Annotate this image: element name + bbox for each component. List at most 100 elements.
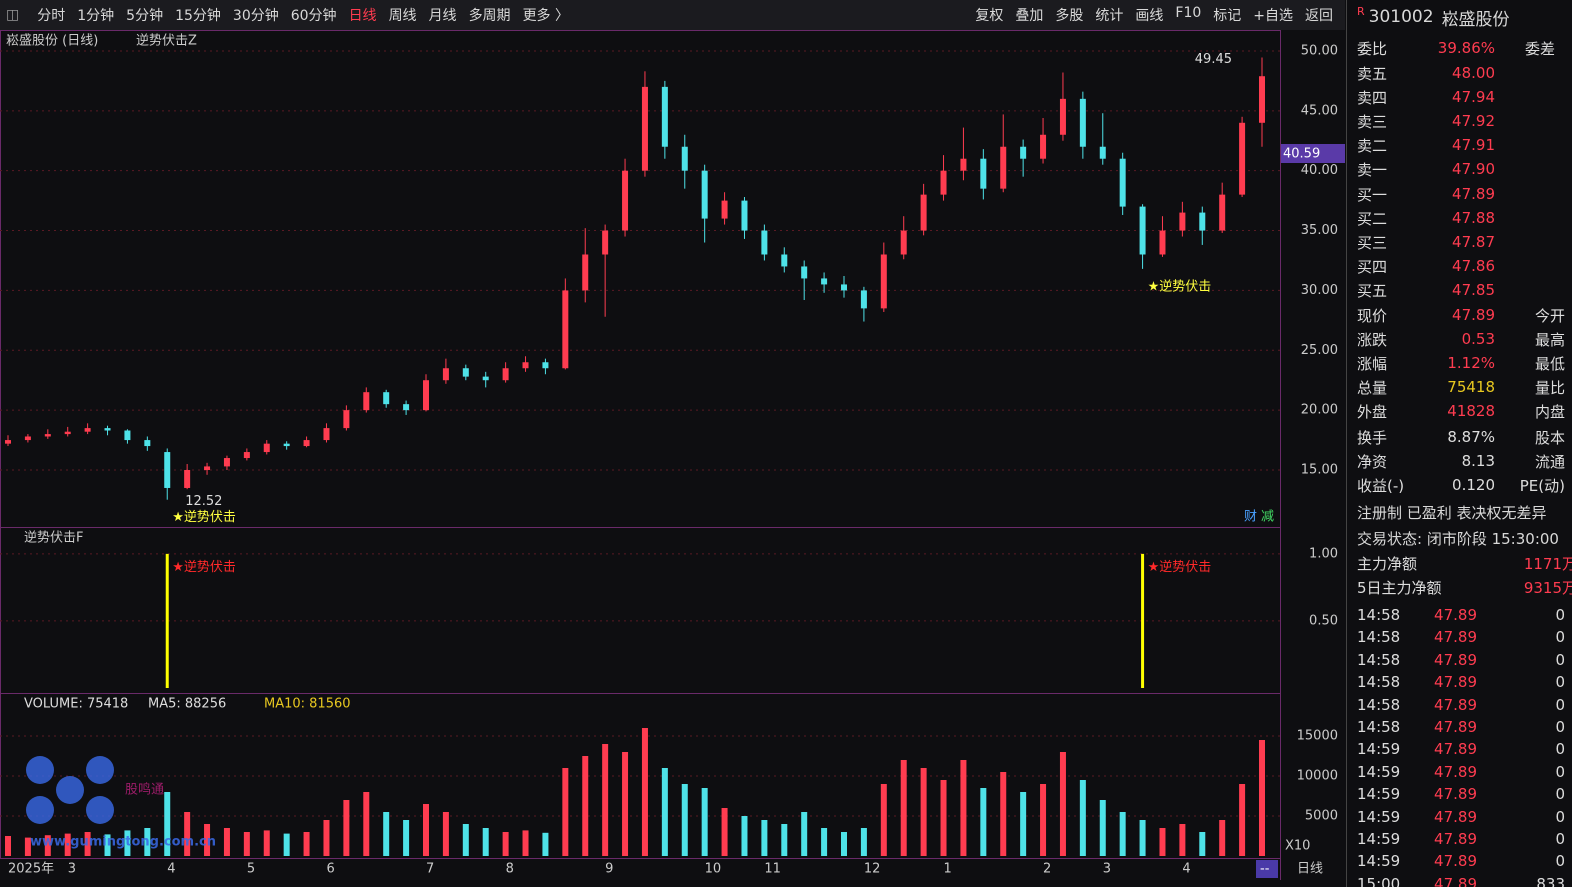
candle-body bbox=[243, 452, 250, 459]
volume-bar bbox=[144, 828, 151, 856]
volume-bar bbox=[5, 836, 11, 856]
toolbar-item[interactable]: 统计 bbox=[1095, 8, 1124, 24]
indicator-name: 逆势伏击F bbox=[24, 530, 83, 546]
bid-row: 买三 47.87 bbox=[1357, 230, 1495, 254]
toolbar-item[interactable]: 1分钟 bbox=[77, 8, 115, 24]
x-tick-label: 4 bbox=[167, 862, 175, 877]
toolbar-item[interactable]: 周线 bbox=[388, 8, 417, 24]
ask-row: 卖五 48.00 bbox=[1357, 61, 1495, 85]
volume-bar bbox=[920, 768, 927, 856]
x-tick-label: 2 bbox=[1043, 862, 1051, 877]
cell: PE(动) bbox=[1519, 476, 1565, 495]
candle-body bbox=[1259, 76, 1265, 123]
cell: 涨幅 bbox=[1357, 354, 1388, 373]
volume-bar bbox=[283, 833, 290, 856]
bid-row: 买五 47.85 bbox=[1357, 278, 1495, 302]
toolbar-item[interactable]: 更多 〉 bbox=[522, 8, 570, 24]
y-tick-label: 5000 bbox=[1305, 809, 1338, 824]
volume-bar bbox=[582, 756, 589, 856]
cell: 47.89 bbox=[1434, 606, 1477, 624]
toolbar-item[interactable]: 画线 bbox=[1135, 8, 1164, 24]
toolbar-item[interactable]: F10 bbox=[1175, 5, 1202, 21]
cursor-price: 40.59 bbox=[1283, 147, 1320, 162]
cell: 47.89 bbox=[1434, 628, 1477, 647]
candle-body bbox=[542, 362, 549, 369]
cell: 最低 bbox=[1534, 354, 1565, 373]
candle-body bbox=[383, 392, 390, 405]
stat-row: 净资 8.13 流通 bbox=[1357, 449, 1565, 473]
menu-icon[interactable]: ◫ bbox=[6, 7, 20, 23]
candle-body bbox=[781, 254, 788, 267]
toolbar-item[interactable]: 30分钟 bbox=[232, 8, 279, 24]
toolbar-item[interactable]: 返回 bbox=[1305, 8, 1333, 24]
volume-bar bbox=[1020, 792, 1027, 856]
stat-row: 涨跌 0.53 最高 bbox=[1357, 327, 1565, 351]
volume-bar bbox=[1159, 828, 1166, 856]
cell: 47.85 bbox=[1452, 281, 1495, 299]
toolbar-item[interactable]: 多周期 bbox=[468, 8, 511, 24]
max-label: 49.45 bbox=[1195, 52, 1232, 67]
badge: 减 bbox=[1261, 510, 1274, 525]
cell: 买三 bbox=[1357, 233, 1388, 252]
volume-bar bbox=[562, 768, 569, 856]
toolbar-item[interactable]: 多股 bbox=[1055, 8, 1084, 24]
cell: 0.120 bbox=[1452, 476, 1495, 494]
y-tick-label: 25.00 bbox=[1301, 343, 1338, 358]
toolbar-item[interactable]: +自选 bbox=[1253, 8, 1293, 24]
trade-row: 15:00 47.89 833 bbox=[1357, 872, 1565, 887]
volume-bar bbox=[1099, 800, 1106, 856]
toolbar-item[interactable]: 15分钟 bbox=[175, 8, 221, 24]
x-tick-label: 3 bbox=[68, 862, 76, 877]
toolbar-item[interactable]: 标记 bbox=[1213, 8, 1242, 24]
candle-body bbox=[5, 440, 11, 444]
chart: 15.00 20.00 25.00 30.00 35.00 40.00 45.00 50.00… bbox=[0, 30, 1345, 880]
cell: 14:59 bbox=[1357, 807, 1401, 826]
candle-body bbox=[184, 470, 191, 488]
watermark-logo bbox=[56, 776, 84, 804]
cell: 0.53 bbox=[1461, 330, 1495, 348]
trade-row: 14:59 47.89 0 bbox=[1357, 805, 1565, 829]
volume-bar bbox=[243, 832, 250, 856]
volume-bar bbox=[64, 833, 71, 856]
candle-body bbox=[1119, 158, 1126, 207]
toolbar-item[interactable]: 分时 bbox=[37, 8, 66, 24]
volume-bar bbox=[223, 828, 230, 856]
toolbar-item[interactable]: 60分钟 bbox=[290, 8, 337, 24]
cell: 卖四 bbox=[1357, 88, 1388, 107]
candle-body bbox=[761, 230, 768, 255]
watermark-logo bbox=[26, 796, 54, 824]
volume-bar bbox=[1199, 832, 1206, 856]
cell: 14:59 bbox=[1357, 830, 1401, 848]
volume-bar bbox=[84, 832, 91, 856]
candle-body bbox=[741, 200, 748, 231]
x-tick-label: 8 bbox=[506, 862, 514, 877]
cell: 流通 bbox=[1534, 452, 1565, 471]
candle-body bbox=[1159, 230, 1166, 255]
cell: 48.00 bbox=[1452, 64, 1495, 82]
trade-row: 14:59 47.89 0 bbox=[1357, 782, 1565, 806]
volume-bar bbox=[482, 828, 489, 856]
toolbar-item[interactable]: 叠加 bbox=[1015, 8, 1044, 24]
x-tick-label: 4 bbox=[1182, 862, 1190, 877]
volume-bar bbox=[960, 760, 967, 856]
cell: 卖五 bbox=[1357, 64, 1388, 83]
cell: 8.13 bbox=[1461, 452, 1495, 470]
candle-body bbox=[84, 428, 91, 432]
cell: 收益(-) bbox=[1357, 476, 1405, 495]
cell: 总量 bbox=[1357, 378, 1388, 397]
toolbar-item[interactable]: 月线 bbox=[428, 8, 457, 24]
candle-body bbox=[1139, 206, 1146, 255]
y-tick-label: 0.50 bbox=[1309, 613, 1338, 628]
volume-bar bbox=[1219, 820, 1226, 856]
cell: 15:00 bbox=[1357, 874, 1401, 887]
volume-bar bbox=[761, 820, 768, 856]
candle-body bbox=[323, 428, 330, 441]
cell: 卖一 bbox=[1357, 160, 1388, 179]
volume-bar bbox=[1259, 740, 1265, 856]
toolbar-item[interactable]: 日线 bbox=[348, 8, 377, 24]
toolbar-item[interactable]: 复权 bbox=[975, 8, 1004, 24]
signal-label: ★逆势伏击 bbox=[172, 559, 236, 575]
stock-name: 崧盛股份 bbox=[1441, 9, 1510, 30]
toolbar-item[interactable]: 5分钟 bbox=[126, 8, 164, 24]
cell: 14:59 bbox=[1357, 785, 1401, 804]
